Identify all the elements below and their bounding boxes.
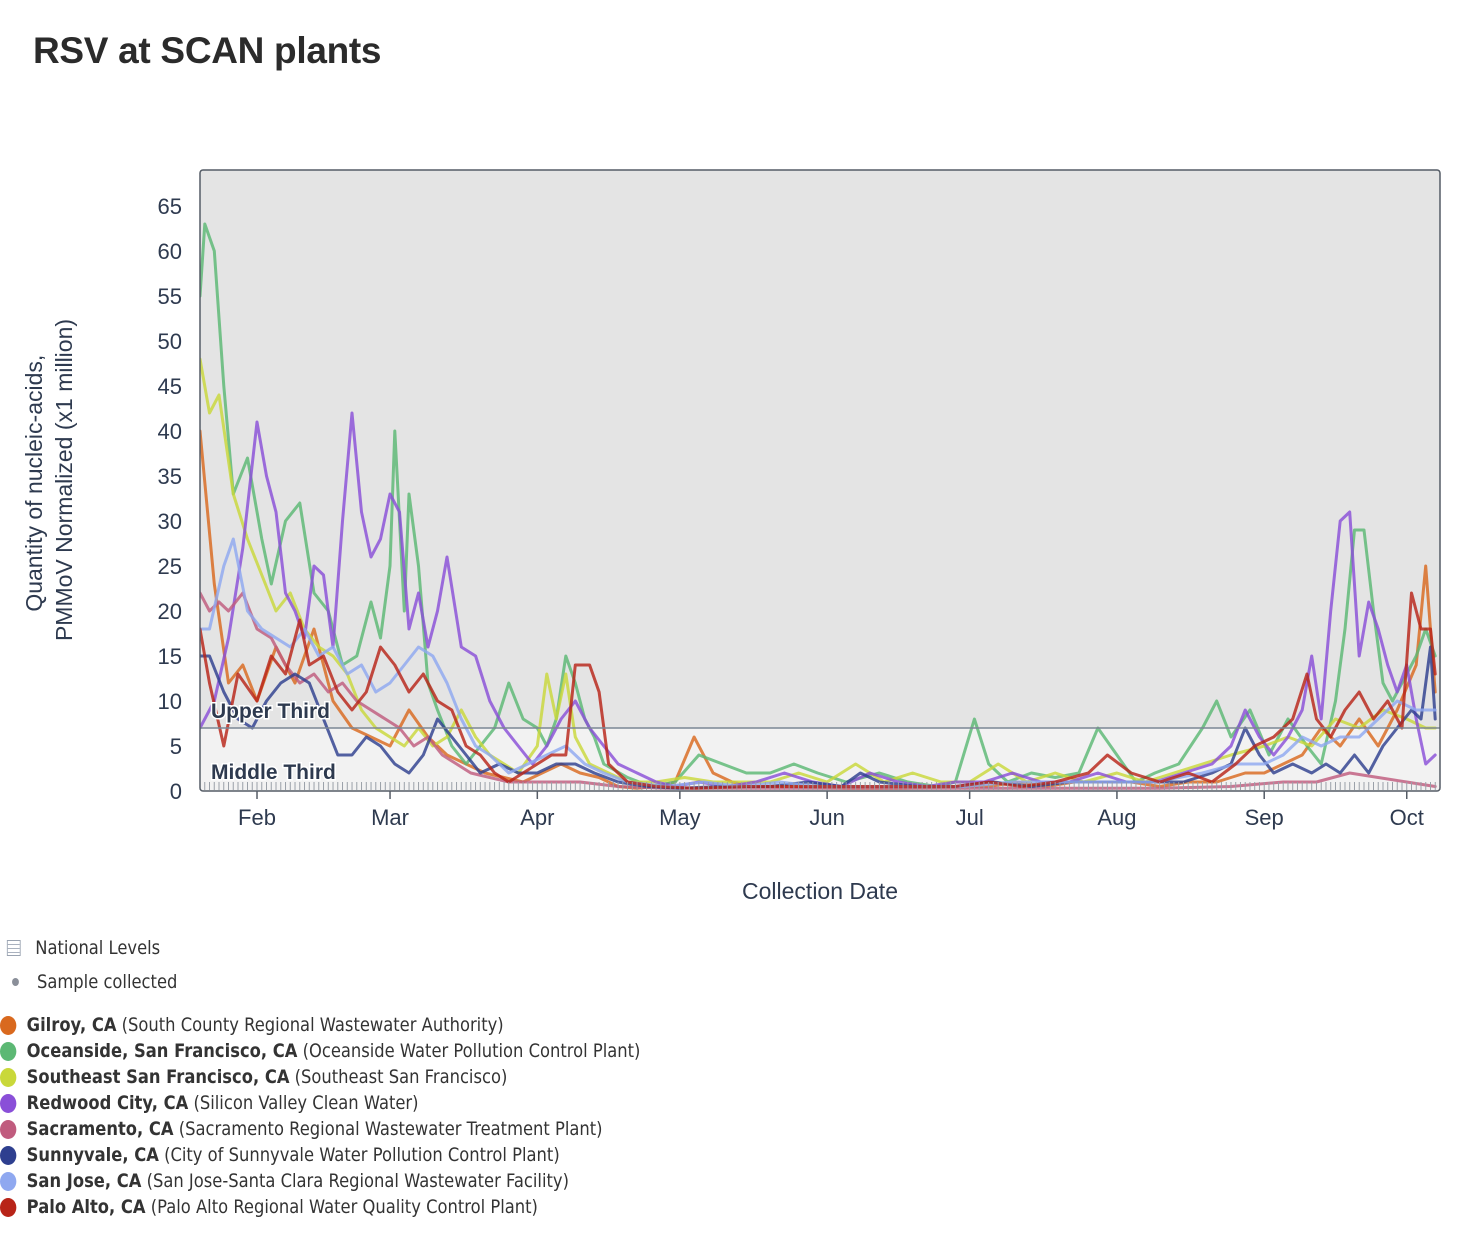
legend-item-facility: (South County Regional Wastewater Author…	[116, 1014, 504, 1036]
x-tick-label: Apr	[520, 805, 554, 830]
series-line-sacramento-ca[interactable]	[200, 591, 1437, 790]
legend-item-name: San Jose, CA	[26, 1170, 142, 1192]
legend-color-dot-icon	[0, 1067, 17, 1087]
y-tick-label: 60	[158, 239, 182, 264]
series-line-gilroy-ca[interactable]	[200, 429, 1437, 790]
rsv-line-chart: Upper Third Middle Third 0 5 10 15 20 25 30 35 4…	[21, 169, 1441, 904]
y-tick-label: 40	[158, 419, 182, 444]
legend-item[interactable]: Oceanside, San Francisco, CA (Oceanside …	[0, 1038, 640, 1064]
y-tick-label: 20	[158, 599, 182, 624]
legend-item[interactable]: Sunnyvale, CA (City of Sunnyvale Water P…	[0, 1142, 560, 1168]
national-levels-label: National Levels	[35, 937, 161, 959]
legend-color-dot-icon	[0, 1171, 17, 1191]
y-tick-label: 25	[158, 554, 182, 579]
y-tick-label: 45	[158, 374, 182, 399]
y-tick-label: 65	[158, 194, 182, 219]
legend-color-dot-icon	[0, 1093, 17, 1113]
y-tick-label: 30	[158, 509, 182, 534]
page-title: RSV at SCAN plants	[33, 30, 382, 71]
legend-color-dot-icon	[0, 1041, 17, 1061]
threshold-bands	[200, 170, 1440, 791]
series-line-san-jose-ca[interactable]	[200, 537, 1437, 788]
x-tick-label: Jul	[956, 805, 984, 830]
legend-item-facility: (Sacramento Regional Wastewater Treatmen…	[173, 1118, 603, 1140]
legend-item[interactable]: Palo Alto, CA (Palo Alto Regional Water …	[0, 1194, 538, 1220]
y-tick-label: 5	[170, 734, 182, 759]
legend-item-facility: (Palo Alto Regional Water Quality Contro…	[145, 1196, 538, 1218]
x-tick-label: Mar	[371, 805, 409, 830]
legend-sample-collected[interactable]: Sample collected	[0, 969, 177, 995]
x-tick-label: Aug	[1097, 805, 1136, 830]
legend-item-facility: (Silicon Valley Clean Water)	[188, 1092, 419, 1114]
legend-item-name: Gilroy, CA	[26, 1014, 117, 1036]
x-tick-label: Oct	[1390, 805, 1424, 830]
legend-color-dot-icon	[0, 1015, 17, 1035]
legend-item-name: Sacramento, CA	[26, 1118, 174, 1140]
y-tick-label: 10	[158, 689, 182, 714]
plot-frame	[199, 169, 1441, 792]
x-tick-label: Sep	[1245, 805, 1284, 830]
sample-collected-dot-icon	[12, 978, 19, 986]
legend-national-levels[interactable]: National Levels	[0, 935, 160, 961]
y-axis-title-line-2: PMMoV Normalized (x1 million)	[51, 319, 77, 641]
legend-item-facility: (Southeast San Francisco)	[289, 1066, 508, 1088]
upper-third-label: Upper Third	[211, 700, 330, 723]
y-tick-label: 55	[158, 284, 182, 309]
legend-item-name: Palo Alto, CA	[26, 1196, 146, 1218]
sample-collected-label: Sample collected	[36, 971, 178, 993]
legend-item-name: Sunnyvale, CA	[26, 1144, 159, 1166]
legend-item-facility: (City of Sunnyvale Water Pollution Contr…	[158, 1144, 560, 1166]
x-tick-label: May	[659, 805, 701, 830]
y-tick-label: 0	[170, 779, 182, 804]
legend-color-dot-icon	[0, 1145, 17, 1165]
legend-item[interactable]: Southeast San Francisco, CA (Southeast S…	[0, 1064, 507, 1090]
legend-color-dot-icon	[0, 1197, 17, 1217]
y-tick-label: 35	[158, 464, 182, 489]
legend-item-facility: (San Jose-Santa Clara Regional Wastewate…	[141, 1170, 569, 1192]
legend-item-name: Redwood City, CA	[26, 1092, 189, 1114]
x-axis: Feb Mar Apr May Jun Jul Aug Sep Oct	[238, 791, 1424, 830]
legend-item[interactable]: Gilroy, CA (South County Regional Wastew…	[0, 1012, 504, 1038]
legend-item-facility: (Oceanside Water Pollution Control Plant…	[297, 1040, 641, 1062]
band-upper-third	[200, 170, 1440, 728]
x-tick-label: Feb	[238, 805, 276, 830]
y-tick-label: 15	[158, 644, 182, 669]
x-axis-title: Collection Date	[742, 878, 898, 904]
legend-item[interactable]: Sacramento, CA (Sacramento Regional Wast…	[0, 1116, 603, 1142]
y-axis-title-line-1: Quantity of nucleic-acids,	[21, 355, 47, 612]
legend-item[interactable]: Redwood City, CA (Silicon Valley Clean W…	[0, 1090, 419, 1116]
y-axis-title: Quantity of nucleic-acids, PMMoV Normali…	[21, 319, 77, 641]
band-middle-third	[200, 728, 1440, 791]
y-tick-label: 50	[158, 329, 182, 354]
sample-markers	[199, 782, 1441, 790]
legend-item[interactable]: San Jose, CA (San Jose-Santa Clara Regio…	[0, 1168, 569, 1194]
x-tick-label: Jun	[809, 805, 844, 830]
national-levels-icon	[6, 940, 21, 956]
legend-item-name: Southeast San Francisco, CA	[26, 1066, 290, 1088]
legend-item-name: Oceanside, San Francisco, CA	[26, 1040, 298, 1062]
legend-color-dot-icon	[0, 1119, 17, 1139]
middle-third-label: Middle Third	[211, 761, 336, 784]
y-axis: 0 5 10 15 20 25 30 35 40 45 50 55 60 65	[158, 194, 182, 804]
